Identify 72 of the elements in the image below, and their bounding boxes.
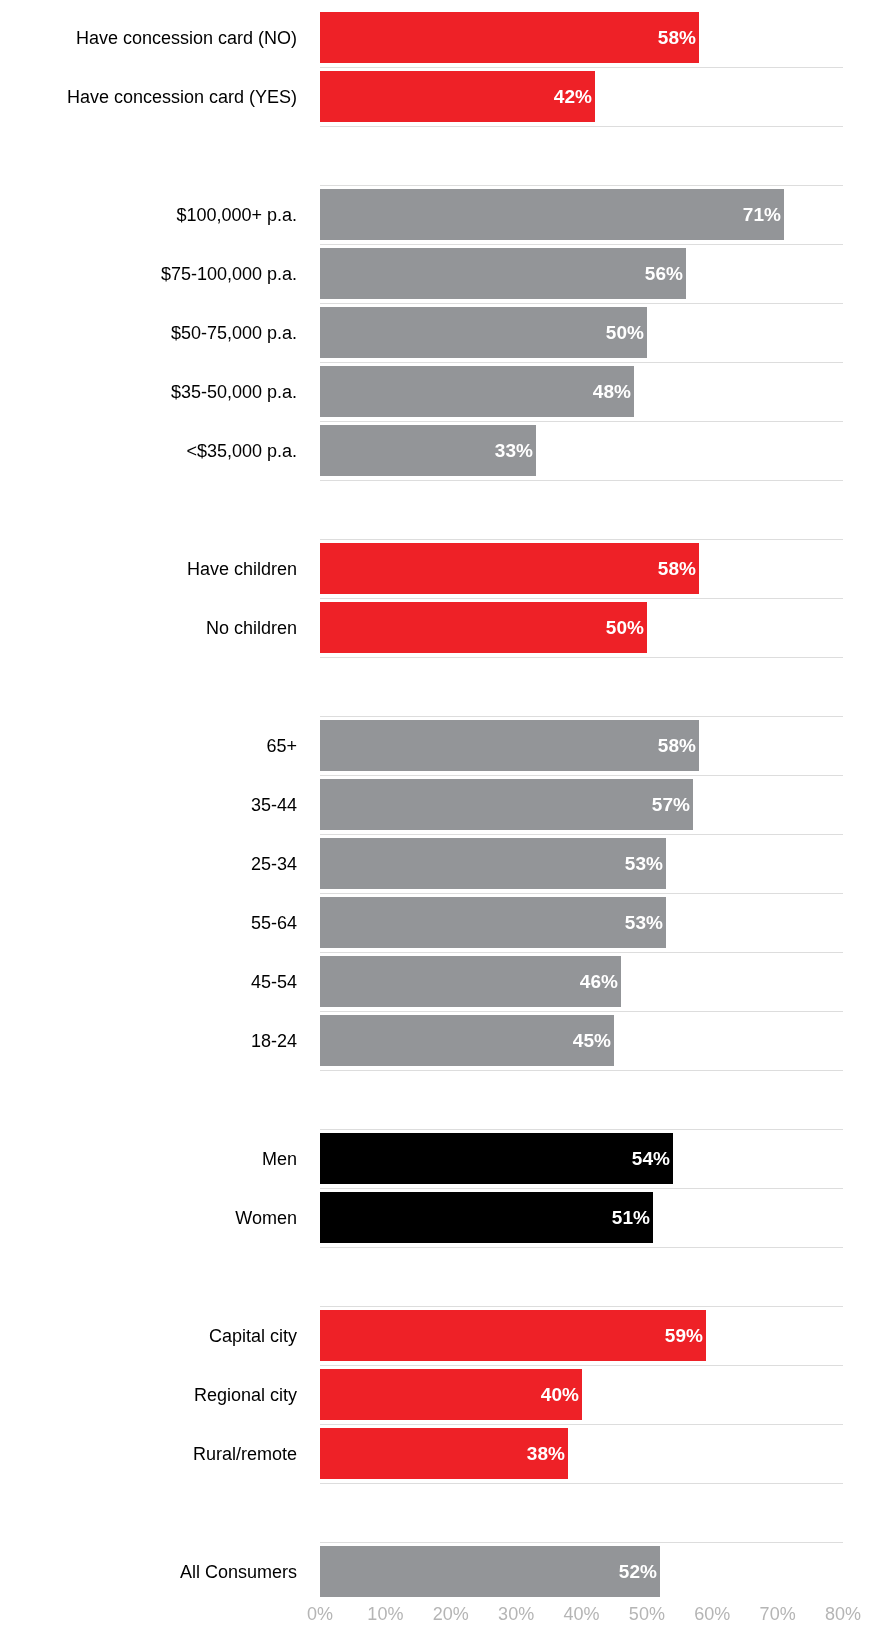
bar: [320, 543, 699, 594]
x-tick-label: 50%: [628, 1604, 665, 1624]
data-label: 71%: [742, 204, 781, 225]
y-tick-label: Men: [261, 1148, 297, 1169]
bar: [320, 720, 699, 771]
y-tick-label: $100,000+ p.a.: [176, 204, 297, 225]
y-tick-label: $35-50,000 p.a.: [170, 381, 297, 402]
data-label: 38%: [526, 1443, 565, 1464]
bar: [320, 1133, 673, 1184]
data-label: 45%: [572, 1030, 611, 1051]
y-tick-label: <$35,000 p.a.: [186, 440, 297, 461]
data-label: 46%: [579, 971, 618, 992]
y-tick-label: Women: [235, 1207, 297, 1228]
x-tick-label: 70%: [759, 1604, 796, 1624]
data-label: 51%: [611, 1207, 650, 1228]
bar: [320, 897, 666, 948]
y-tick-label: Rural/remote: [192, 1443, 297, 1464]
y-tick-label: Regional city: [193, 1384, 297, 1405]
bar: [320, 779, 693, 830]
y-tick-label: 18-24: [250, 1030, 297, 1051]
bar: [320, 189, 784, 240]
y-tick-label: No children: [205, 617, 297, 638]
y-tick-label: Have concession card (YES): [66, 86, 297, 107]
bar: [320, 1192, 653, 1243]
bar: [320, 366, 634, 417]
data-label: 58%: [657, 27, 696, 48]
y-tick-label: 65+: [266, 735, 297, 756]
y-tick-label: All Consumers: [179, 1561, 297, 1582]
data-label: 53%: [624, 912, 663, 933]
bar: [320, 1015, 614, 1066]
x-tick-label: 60%: [694, 1604, 731, 1624]
data-label: 33%: [494, 440, 533, 461]
y-tick-label: $75-100,000 p.a.: [160, 263, 297, 284]
bar: [320, 248, 686, 299]
data-label: 40%: [540, 1384, 579, 1405]
bar: [320, 1369, 582, 1420]
data-label: 53%: [624, 853, 663, 874]
y-tick-label: 45-54: [250, 971, 297, 992]
bar: [320, 838, 666, 889]
bar: [320, 1310, 706, 1361]
x-tick-label: 40%: [563, 1604, 600, 1624]
data-label: 54%: [631, 1148, 670, 1169]
y-tick-label: Capital city: [208, 1325, 297, 1346]
data-label: 59%: [664, 1325, 703, 1346]
data-label: 48%: [592, 381, 631, 402]
y-tick-label: $50-75,000 p.a.: [170, 322, 297, 343]
y-tick-label: Have children: [186, 558, 297, 579]
data-label: 57%: [651, 794, 690, 815]
bar: [320, 307, 647, 358]
bar: [320, 71, 595, 122]
data-label: 42%: [553, 86, 592, 107]
y-tick-label: 55-64: [250, 912, 297, 933]
data-label: 50%: [605, 617, 644, 638]
y-tick-label: 25-34: [250, 853, 297, 874]
x-tick-label: 10%: [367, 1604, 404, 1624]
bar: [320, 1428, 568, 1479]
x-tick-label: 20%: [432, 1604, 469, 1624]
bar: [320, 602, 647, 653]
x-tick-label: 80%: [824, 1604, 862, 1624]
data-label: 56%: [644, 263, 683, 284]
data-label: 50%: [605, 322, 644, 343]
y-tick-label: 35-44: [250, 794, 297, 815]
data-label: 58%: [657, 558, 696, 579]
data-label: 52%: [618, 1561, 657, 1582]
x-tick-label: 30%: [498, 1604, 535, 1624]
y-tick-label: Have concession card (NO): [75, 27, 297, 48]
bar: [320, 956, 621, 1007]
bar: [320, 425, 536, 476]
bar: [320, 1546, 660, 1597]
data-label: 58%: [657, 735, 696, 756]
bar: [320, 12, 699, 63]
x-tick-label: 0%: [306, 1604, 334, 1624]
